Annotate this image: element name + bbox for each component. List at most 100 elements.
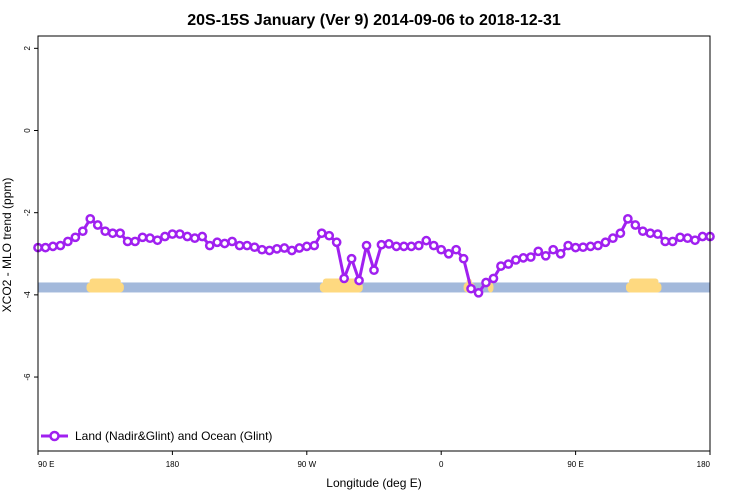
data-point — [279, 243, 290, 253]
data-point — [682, 233, 693, 244]
data-point — [458, 253, 469, 264]
data-point — [376, 239, 387, 250]
data-point — [630, 220, 641, 230]
data-point — [137, 232, 148, 243]
data-point — [85, 213, 96, 224]
data-point — [481, 277, 491, 288]
legend-label: Land (Nadir&Glint) and Ocean (Glint) — [75, 429, 272, 443]
data-point — [585, 241, 596, 252]
data-point — [645, 228, 656, 239]
data-point — [384, 239, 394, 249]
data-point — [122, 236, 133, 247]
data-point — [346, 253, 357, 264]
chart-title: 20S-15S January (Ver 9) 2014-09-06 to 20… — [187, 12, 561, 29]
y-tick-label: 2 — [23, 46, 32, 51]
surface-band — [38, 278, 710, 293]
data-point — [152, 235, 163, 246]
data-point — [272, 243, 282, 254]
data-point — [115, 228, 125, 239]
data-point — [675, 232, 685, 243]
data-point — [70, 232, 81, 243]
data-point — [511, 255, 521, 265]
x-tick-label: 90 W — [297, 460, 316, 469]
y-axis-label: XCO2 - MLO trend (ppm) — [0, 178, 14, 313]
data-point — [570, 242, 581, 253]
series-layer — [33, 213, 715, 298]
data-point — [600, 237, 611, 248]
data-point — [316, 228, 327, 239]
land-band — [629, 278, 659, 285]
data-point — [615, 228, 626, 239]
data-point — [175, 229, 185, 239]
data-point — [623, 213, 633, 224]
data-point — [443, 248, 454, 259]
data-point — [660, 236, 671, 247]
data-point — [399, 241, 409, 252]
data-point — [242, 240, 252, 251]
plot-frame — [37, 35, 711, 452]
data-point — [421, 235, 432, 246]
data-point — [55, 240, 66, 251]
data-point — [473, 287, 484, 298]
land-band — [86, 282, 124, 293]
land-band — [626, 282, 662, 293]
series-line — [38, 217, 710, 295]
data-point — [466, 283, 476, 294]
data-point — [339, 273, 349, 284]
data-point — [533, 246, 544, 257]
data-point — [100, 226, 111, 237]
data-point — [130, 236, 140, 247]
data-point — [563, 240, 573, 251]
data-point — [249, 242, 260, 253]
land-band — [89, 278, 121, 285]
x-tick-label: 180 — [697, 460, 711, 469]
data-point — [145, 233, 155, 244]
data-point — [189, 233, 200, 244]
data-point — [204, 240, 215, 251]
axis-ticks: 90 E 180 90 W 0 90 E 180 2 0 -2 -4 -6 — [23, 46, 711, 469]
data-point — [301, 241, 312, 252]
data-point — [488, 273, 499, 284]
data-point — [361, 240, 372, 251]
data-point — [608, 233, 618, 244]
data-point — [637, 226, 648, 237]
x-tick-label: 180 — [166, 460, 180, 469]
data-point — [496, 261, 506, 271]
data-point — [48, 241, 58, 252]
data-point — [107, 228, 118, 239]
x-tick-label: 90 E — [38, 460, 54, 469]
x-tick-label: 90 E — [567, 460, 583, 469]
data-point — [197, 231, 208, 242]
data-point — [525, 252, 536, 262]
data-point — [182, 231, 193, 242]
data-point — [667, 236, 678, 247]
data-point — [518, 253, 529, 263]
x-axis-label: Longitude (deg E) — [326, 476, 421, 490]
data-point — [697, 231, 708, 242]
data-point — [40, 242, 51, 253]
y-tick-label: 0 — [23, 128, 32, 133]
data-point — [324, 230, 335, 241]
data-point — [540, 250, 551, 261]
y-tick-label: -4 — [23, 291, 32, 299]
data-point — [264, 245, 275, 256]
data-point — [555, 248, 566, 259]
data-point — [578, 242, 588, 253]
data-point — [309, 240, 320, 251]
data-point — [77, 226, 88, 237]
legend: Land (Nadir&Glint) and Ocean (Glint) — [41, 429, 272, 443]
data-point — [406, 241, 417, 252]
data-point — [234, 240, 245, 251]
x-tick-label: 0 — [439, 460, 444, 469]
data-point — [354, 275, 364, 286]
data-point — [160, 231, 170, 242]
data-point — [369, 265, 379, 276]
data-point — [227, 236, 237, 247]
data-point — [436, 244, 447, 255]
y-tick-label: -2 — [23, 209, 32, 217]
data-point — [548, 244, 559, 255]
y-tick-label: -6 — [23, 373, 32, 381]
data-point — [690, 235, 700, 246]
data-point — [652, 229, 663, 239]
